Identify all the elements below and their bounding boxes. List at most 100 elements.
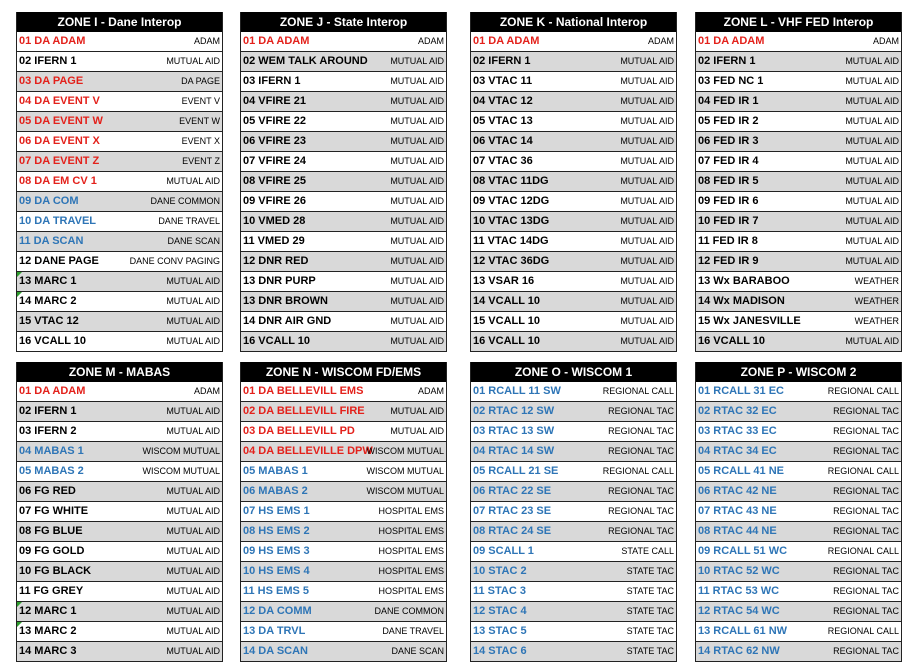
channel-row: 07 VFIRE 24 MUTUAL AID bbox=[241, 152, 446, 172]
channel-row: 12 FED IR 9 MUTUAL AID bbox=[696, 252, 901, 272]
channel-row: 08 VFIRE 25 MUTUAL AID bbox=[241, 172, 446, 192]
channel-name: 08 VTAC 11DG bbox=[473, 175, 549, 187]
channel-name: 07 RTAC 23 SE bbox=[473, 505, 552, 517]
channel-description: MUTUAL AID bbox=[166, 486, 220, 496]
zone-m-block: ZONE M - MABAS 01 DA ADAM ADAM 02 IFERN 1 MU… bbox=[16, 362, 223, 662]
channel-name: 07 FED IR 4 bbox=[698, 155, 759, 167]
channel-description: REGIONAL TAC bbox=[833, 486, 899, 496]
channel-description: EVENT X bbox=[181, 136, 220, 146]
channel-description: REGIONAL TAC bbox=[833, 446, 899, 456]
channel-name: 02 RTAC 12 SW bbox=[473, 405, 555, 417]
channel-row: 13 MARC 1 MUTUAL AID bbox=[17, 272, 222, 292]
channel-name: 12 DNR RED bbox=[243, 255, 309, 267]
channel-name: 01 DA ADAM bbox=[473, 35, 540, 47]
channel-description: STATE TAC bbox=[626, 626, 674, 636]
channel-name: 05 RCALL 21 SE bbox=[473, 465, 559, 477]
channel-description: MUTUAL AID bbox=[390, 406, 444, 416]
channel-name: 14 STAC 6 bbox=[473, 645, 527, 657]
channel-description: HOSPITAL EMS bbox=[378, 566, 444, 576]
channel-row: 01 RCALL 11 SW REGIONAL CALL bbox=[471, 382, 676, 402]
channel-row: 14 RTAC 62 NW REGIONAL TAC bbox=[696, 642, 901, 662]
channel-row: 11 FG GREY MUTUAL AID bbox=[17, 582, 222, 602]
channel-name: 01 DA BELLEVILL EMS bbox=[243, 385, 364, 397]
channel-row: 08 RTAC 24 SE REGIONAL TAC bbox=[471, 522, 676, 542]
channel-name: 11 STAC 3 bbox=[473, 585, 526, 597]
channel-name: 04 VFIRE 21 bbox=[243, 95, 306, 107]
channel-row: 16 VCALL 10 MUTUAL AID bbox=[471, 332, 676, 352]
channel-description: MUTUAL AID bbox=[390, 176, 444, 186]
channel-name: 10 FED IR 7 bbox=[698, 215, 759, 227]
channel-name: 05 MABAS 2 bbox=[19, 465, 84, 477]
channel-description: MUTUAL AID bbox=[845, 136, 899, 146]
channel-description: REGIONAL CALL bbox=[827, 626, 899, 636]
channel-row: 10 STAC 2 STATE TAC bbox=[471, 562, 676, 582]
channel-row: 09 VFIRE 26 MUTUAL AID bbox=[241, 192, 446, 212]
channel-description: HOSPITAL EMS bbox=[378, 546, 444, 556]
channel-row: 02 DA BELLEVILL FIRE MUTUAL AID bbox=[241, 402, 446, 422]
channel-name: 07 FG WHITE bbox=[19, 505, 89, 517]
channel-description: REGIONAL TAC bbox=[608, 486, 674, 496]
channel-row: 09 RCALL 51 WC REGIONAL CALL bbox=[696, 542, 901, 562]
channel-row: 09 VTAC 12DG MUTUAL AID bbox=[471, 192, 676, 212]
channel-description: WISCOM MUTUAL bbox=[142, 446, 221, 456]
channel-name: 02 WEM TALK AROUND bbox=[243, 55, 368, 67]
channel-row: 06 FG RED MUTUAL AID bbox=[17, 482, 222, 502]
channel-row: 02 RTAC 12 SW REGIONAL TAC bbox=[471, 402, 676, 422]
channel-description: MUTUAL AID bbox=[620, 156, 674, 166]
channel-name: 07 HS EMS 1 bbox=[243, 505, 310, 517]
channel-name: 16 VCALL 10 bbox=[698, 335, 766, 347]
channel-row: 04 RTAC 34 EC REGIONAL TAC bbox=[696, 442, 901, 462]
channel-row: 03 RTAC 13 SW REGIONAL TAC bbox=[471, 422, 676, 442]
channel-name: 07 DA EVENT Z bbox=[19, 155, 100, 167]
channel-row: 12 MARC 1 MUTUAL AID bbox=[17, 602, 222, 622]
channel-description: MUTUAL AID bbox=[845, 196, 899, 206]
channel-description: MUTUAL AID bbox=[390, 296, 444, 306]
channel-row: 07 RTAC 23 SE REGIONAL TAC bbox=[471, 502, 676, 522]
channel-description: MUTUAL AID bbox=[620, 176, 674, 186]
channel-description: DANE TRAVEL bbox=[158, 216, 220, 226]
channel-name: 06 FED IR 3 bbox=[698, 135, 759, 147]
channel-description: MUTUAL AID bbox=[620, 136, 674, 146]
zone-title: ZONE I - Dane Interop bbox=[17, 12, 222, 32]
channel-row: 07 VTAC 36 MUTUAL AID bbox=[471, 152, 676, 172]
channel-row: 12 VTAC 36DG MUTUAL AID bbox=[471, 252, 676, 272]
zone-title: ZONE N - WISCOM FD/EMS bbox=[241, 362, 446, 382]
channel-name: 09 FED IR 6 bbox=[698, 195, 759, 207]
channel-description: MUTUAL AID bbox=[390, 196, 444, 206]
channel-name: 06 VFIRE 23 bbox=[243, 135, 306, 147]
channel-row: 07 HS EMS 1 HOSPITAL EMS bbox=[241, 502, 446, 522]
channel-row: 03 VTAC 11 MUTUAL AID bbox=[471, 72, 676, 92]
channel-name: 05 VFIRE 22 bbox=[243, 115, 306, 127]
channel-row: 05 MABAS 1 WISCOM MUTUAL bbox=[241, 462, 446, 482]
channel-row: 13 DNR PURP MUTUAL AID bbox=[241, 272, 446, 292]
channel-name: 08 FG BLUE bbox=[19, 525, 83, 537]
channel-row: 03 IFERN 2 MUTUAL AID bbox=[17, 422, 222, 442]
channel-description: MUTUAL AID bbox=[390, 136, 444, 146]
channel-name: 08 FED IR 5 bbox=[698, 175, 759, 187]
channel-description: MUTUAL AID bbox=[390, 116, 444, 126]
channel-name: 16 VCALL 10 bbox=[19, 335, 87, 347]
channel-description: MUTUAL AID bbox=[390, 256, 444, 266]
channel-description: MUTUAL AID bbox=[845, 156, 899, 166]
channel-row: 13 Wx BARABOO WEATHER bbox=[696, 272, 901, 292]
channel-description: REGIONAL TAC bbox=[833, 526, 899, 536]
channel-description: MUTUAL AID bbox=[845, 336, 899, 346]
channel-row: 06 RTAC 42 NE REGIONAL TAC bbox=[696, 482, 901, 502]
channel-row: 01 DA ADAM ADAM bbox=[471, 32, 676, 52]
channel-row: 03 IFERN 1 MUTUAL AID bbox=[241, 72, 446, 92]
channel-row: 14 VCALL 10 MUTUAL AID bbox=[471, 292, 676, 312]
zone-k-block: ZONE K - National Interop 01 DA ADAM ADAM 0… bbox=[470, 12, 677, 352]
channel-description: MUTUAL AID bbox=[620, 316, 674, 326]
channel-description: EVENT V bbox=[181, 96, 220, 106]
channel-description: STATE TAC bbox=[626, 586, 674, 596]
channel-row: 05 DA EVENT W EVENT W bbox=[17, 112, 222, 132]
channel-name: 02 RTAC 32 EC bbox=[698, 405, 777, 417]
channel-name: 01 DA ADAM bbox=[698, 35, 765, 47]
channel-description: MUTUAL AID bbox=[845, 116, 899, 126]
channel-row: 15 VCALL 10 MUTUAL AID bbox=[471, 312, 676, 332]
channel-row: 05 RCALL 41 NE REGIONAL CALL bbox=[696, 462, 901, 482]
channel-name: 07 VTAC 36 bbox=[473, 155, 533, 167]
channel-description: MUTUAL AID bbox=[845, 76, 899, 86]
zone-title: ZONE L - VHF FED Interop bbox=[696, 12, 901, 32]
channel-description: MUTUAL AID bbox=[620, 76, 674, 86]
